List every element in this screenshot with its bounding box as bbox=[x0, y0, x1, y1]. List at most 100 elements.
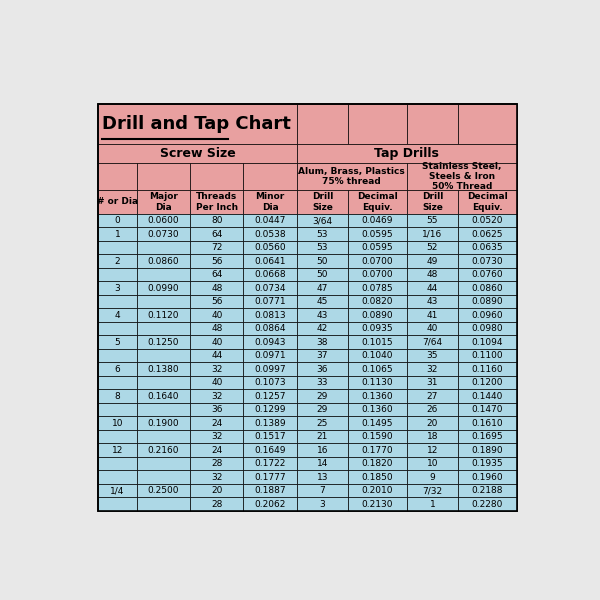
Text: 49: 49 bbox=[427, 257, 438, 266]
Text: 33: 33 bbox=[317, 378, 328, 387]
Bar bbox=[297, 376, 348, 389]
Bar bbox=[98, 241, 137, 254]
Bar bbox=[137, 281, 190, 295]
Bar bbox=[458, 470, 517, 484]
Bar bbox=[244, 295, 297, 308]
Text: 0.1257: 0.1257 bbox=[254, 392, 286, 401]
Bar bbox=[244, 268, 297, 281]
Text: 24: 24 bbox=[211, 419, 223, 428]
Text: 0.0980: 0.0980 bbox=[472, 324, 503, 333]
Bar bbox=[348, 430, 407, 443]
Text: 29: 29 bbox=[317, 392, 328, 401]
Text: 0.1100: 0.1100 bbox=[472, 351, 503, 360]
Bar bbox=[407, 268, 458, 281]
Bar bbox=[407, 335, 458, 349]
Bar bbox=[407, 497, 458, 511]
Bar bbox=[348, 376, 407, 389]
Text: 16: 16 bbox=[317, 446, 328, 455]
Text: 31: 31 bbox=[427, 378, 438, 387]
Bar bbox=[407, 214, 458, 227]
Bar bbox=[190, 362, 244, 376]
Text: 0.1495: 0.1495 bbox=[362, 419, 393, 428]
Bar bbox=[407, 470, 458, 484]
Text: 7/32: 7/32 bbox=[422, 486, 442, 495]
Bar bbox=[190, 227, 244, 241]
Bar bbox=[348, 470, 407, 484]
Bar bbox=[297, 190, 348, 214]
Bar bbox=[137, 457, 190, 470]
Text: 32: 32 bbox=[211, 392, 223, 401]
Bar bbox=[458, 322, 517, 335]
Text: 0.0595: 0.0595 bbox=[362, 243, 393, 252]
Text: 0.0760: 0.0760 bbox=[472, 270, 503, 279]
Text: 32: 32 bbox=[427, 365, 438, 374]
Text: 0.0730: 0.0730 bbox=[148, 230, 179, 239]
Bar bbox=[297, 457, 348, 470]
Bar bbox=[190, 470, 244, 484]
Bar bbox=[98, 497, 137, 511]
Text: 32: 32 bbox=[211, 365, 223, 374]
Bar bbox=[348, 281, 407, 295]
Text: 0.1073: 0.1073 bbox=[254, 378, 286, 387]
Bar bbox=[137, 268, 190, 281]
Text: 12: 12 bbox=[427, 446, 438, 455]
Text: 80: 80 bbox=[211, 216, 223, 225]
Text: 0.1610: 0.1610 bbox=[472, 419, 503, 428]
Text: 5: 5 bbox=[115, 338, 121, 347]
Text: 64: 64 bbox=[211, 270, 223, 279]
Text: 43: 43 bbox=[427, 297, 438, 306]
Text: 14: 14 bbox=[317, 459, 328, 468]
Text: 0.0785: 0.0785 bbox=[362, 284, 393, 293]
Text: 20: 20 bbox=[427, 419, 438, 428]
Text: Minor
Dia: Minor Dia bbox=[256, 192, 285, 212]
Text: Drill
Size: Drill Size bbox=[422, 192, 443, 212]
Text: 0.0771: 0.0771 bbox=[254, 297, 286, 306]
Bar bbox=[297, 104, 348, 143]
Text: 0.0625: 0.0625 bbox=[472, 230, 503, 239]
Text: 0.0520: 0.0520 bbox=[472, 216, 503, 225]
Text: 0.0469: 0.0469 bbox=[362, 216, 393, 225]
Bar bbox=[297, 470, 348, 484]
Bar bbox=[137, 308, 190, 322]
Bar bbox=[190, 376, 244, 389]
Text: 26: 26 bbox=[427, 405, 438, 414]
Text: 1: 1 bbox=[430, 500, 435, 509]
Text: 0.1200: 0.1200 bbox=[472, 378, 503, 387]
Bar bbox=[244, 470, 297, 484]
Bar bbox=[297, 403, 348, 416]
Text: 0.1649: 0.1649 bbox=[254, 446, 286, 455]
Bar bbox=[407, 349, 458, 362]
Bar bbox=[458, 389, 517, 403]
Text: 0.1640: 0.1640 bbox=[148, 392, 179, 401]
Bar bbox=[98, 143, 297, 163]
Bar bbox=[137, 389, 190, 403]
Bar bbox=[407, 190, 458, 214]
Text: 64: 64 bbox=[211, 230, 223, 239]
Text: 0.0820: 0.0820 bbox=[362, 297, 393, 306]
Text: 72: 72 bbox=[211, 243, 223, 252]
Bar bbox=[137, 241, 190, 254]
Bar bbox=[137, 190, 190, 214]
Text: 0.0600: 0.0600 bbox=[148, 216, 179, 225]
Bar bbox=[407, 104, 458, 143]
Bar bbox=[98, 190, 137, 214]
Bar bbox=[98, 349, 137, 362]
Text: 0.1360: 0.1360 bbox=[362, 392, 393, 401]
Bar bbox=[244, 214, 297, 227]
Bar bbox=[407, 241, 458, 254]
Bar bbox=[244, 281, 297, 295]
Text: 13: 13 bbox=[317, 473, 328, 482]
Bar bbox=[98, 443, 137, 457]
Bar bbox=[297, 254, 348, 268]
Bar bbox=[297, 322, 348, 335]
Bar bbox=[348, 484, 407, 497]
Text: 35: 35 bbox=[427, 351, 438, 360]
Bar bbox=[458, 335, 517, 349]
Text: 41: 41 bbox=[427, 311, 438, 320]
Bar bbox=[458, 214, 517, 227]
Bar bbox=[407, 430, 458, 443]
Text: 40: 40 bbox=[211, 338, 223, 347]
Text: 0.2188: 0.2188 bbox=[472, 486, 503, 495]
Text: 0.0860: 0.0860 bbox=[472, 284, 503, 293]
Bar bbox=[190, 268, 244, 281]
